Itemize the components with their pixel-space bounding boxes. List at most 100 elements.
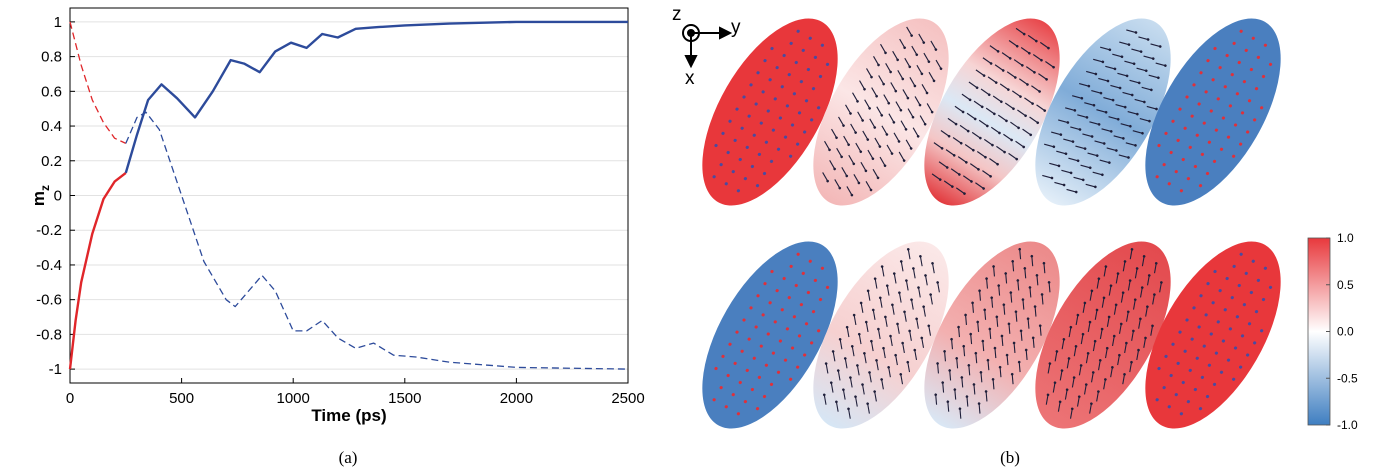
moment-arrow [1097,360,1101,371]
snapshot-body [813,241,949,429]
moment-arrow-head [981,339,985,343]
moment-dot [747,114,751,118]
moment-dot [1216,320,1220,324]
moment-dot [756,71,760,75]
moment-arrow [1155,62,1166,67]
moment-dot [789,41,793,45]
moment-dot [719,163,723,167]
moment-arrow-head [1090,402,1093,405]
moment-dot [1232,377,1236,381]
moment-dot [1202,344,1206,348]
moment-dot [745,368,749,372]
snapshot-body [1035,241,1171,429]
moment-arrow-head [1114,303,1118,307]
moment-arrow [1100,46,1110,51]
moment-arrow [942,382,945,393]
moment-arrow [895,101,902,111]
moment-arrow-head [906,360,910,364]
moment-arrow-head [974,351,978,355]
moment-arrow-head [906,96,910,100]
moment-arrow-head [1146,38,1150,41]
moment-arrow [851,346,855,357]
moment-arrow-head [1125,341,1128,345]
moment-dot [1207,363,1211,367]
moment-arrow-head [1055,350,1059,353]
moment-arrow [847,408,851,419]
moment-arrow [1086,70,1096,75]
moment-dot [1157,366,1161,371]
moment-arrow-head [866,138,870,141]
moment-dot [1223,85,1227,89]
moment-arrow [855,142,862,152]
moment-arrow [933,142,943,149]
moment-arrow-head [979,136,982,140]
moment-dot [735,330,739,334]
moment-dot [1235,315,1239,319]
moment-dot [754,325,758,329]
moment-arrow-head [1119,322,1123,326]
moment-dot [1221,116,1225,120]
moment-arrow [919,115,926,125]
moment-dot [1237,283,1241,288]
moment-arrow [1066,188,1077,193]
moment-arrow-head [1130,360,1133,364]
moment-arrow [831,128,837,138]
moment-dot [1204,313,1208,317]
moment-dot [771,351,775,355]
moment-arrow-head [1115,149,1118,152]
moment-dot [747,337,751,341]
moment-dot [1237,60,1241,65]
moment-arrow-head [1066,121,1070,124]
moment-arrow [1118,323,1122,334]
moment-arrow-head [880,114,884,117]
moment-arrow [1010,121,1019,129]
moment-arrow [1110,84,1121,89]
moment-arrow-head [1064,152,1068,156]
moment-arrow [867,403,870,414]
moment-dot [1218,289,1222,293]
moment-dot [1247,322,1252,326]
moment-dot [1261,297,1266,302]
moment-arrow [931,263,935,274]
moment-arrow [1013,342,1016,354]
moment-arrow [878,75,885,85]
moment-dot [1200,375,1204,379]
moment-arrow-head [968,98,972,102]
moment-arrow-head [957,325,960,329]
moment-arrow [1111,335,1115,347]
moment-arrow-head [866,402,869,405]
moment-arrow-head [909,147,913,150]
moment-arrow-head [1130,93,1134,97]
moment-arrow-head [884,51,887,55]
moment-arrow [1090,372,1094,383]
moment-arrow [959,124,969,132]
moment-arrow-head [982,187,985,190]
moment-arrow-head [864,320,868,324]
moment-arrow [1108,285,1112,296]
moment-dot [1183,126,1187,130]
moment-arrow [951,339,954,350]
moment-arrow-head [856,364,859,367]
moment-arrow-head [1050,176,1054,180]
moment-arrow-head [908,329,911,333]
axis-x-label: x [685,68,695,89]
moment-arrow-head [1058,400,1062,404]
moment-arrow-head [1042,261,1046,265]
moment-arrow [854,396,858,407]
moment-arrow [845,104,851,114]
moment-arrow [928,71,935,82]
moment-arrow [1038,73,1047,80]
moment-arrow [1012,261,1015,272]
moment-arrow-head [847,407,850,411]
moment-arrow-head [875,94,878,98]
moment-arrow-head [1059,133,1063,136]
moment-arrow-head [965,161,968,164]
moment-arrow [1101,128,1112,132]
moment-arrow [905,139,912,149]
moment-dot [1214,351,1218,355]
moment-arrow [1117,72,1128,77]
moment-arrow [994,348,997,359]
moment-dot [1174,393,1178,397]
moment-arrow-head [946,400,950,404]
